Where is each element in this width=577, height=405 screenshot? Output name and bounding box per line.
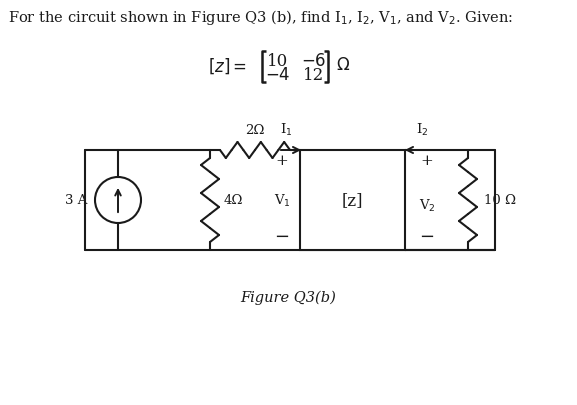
Text: $-6$: $-6$ [301, 53, 327, 70]
Text: −: − [419, 228, 434, 245]
Text: I$_1$: I$_1$ [280, 122, 293, 138]
Text: +: + [276, 153, 288, 168]
Text: I$_2$: I$_2$ [416, 122, 428, 138]
Text: V$_2$: V$_2$ [419, 198, 436, 213]
Text: 3 A: 3 A [65, 194, 87, 207]
Text: $[z]=$: $[z]=$ [208, 56, 248, 76]
Text: 2Ω: 2Ω [245, 124, 265, 136]
Bar [300, 151, 405, 250]
Text: $-4$: $-4$ [265, 66, 291, 83]
Text: 10 Ω: 10 Ω [484, 194, 516, 207]
Text: For the circuit shown in Figure Q3 (b), find I$_1$, I$_2$, V$_1$, and V$_2$. Giv: For the circuit shown in Figure Q3 (b), … [8, 8, 513, 27]
Text: $\Omega$: $\Omega$ [336, 58, 350, 74]
Text: 10: 10 [267, 53, 288, 70]
Text: 12: 12 [304, 66, 325, 83]
Text: [z]: [z] [342, 192, 364, 209]
Text: +: + [421, 153, 433, 168]
Text: −: − [275, 228, 290, 245]
Text: 4Ω: 4Ω [224, 194, 243, 207]
Text: V$_1$: V$_1$ [273, 192, 290, 209]
Text: Figure Q3(b): Figure Q3(b) [240, 290, 336, 305]
